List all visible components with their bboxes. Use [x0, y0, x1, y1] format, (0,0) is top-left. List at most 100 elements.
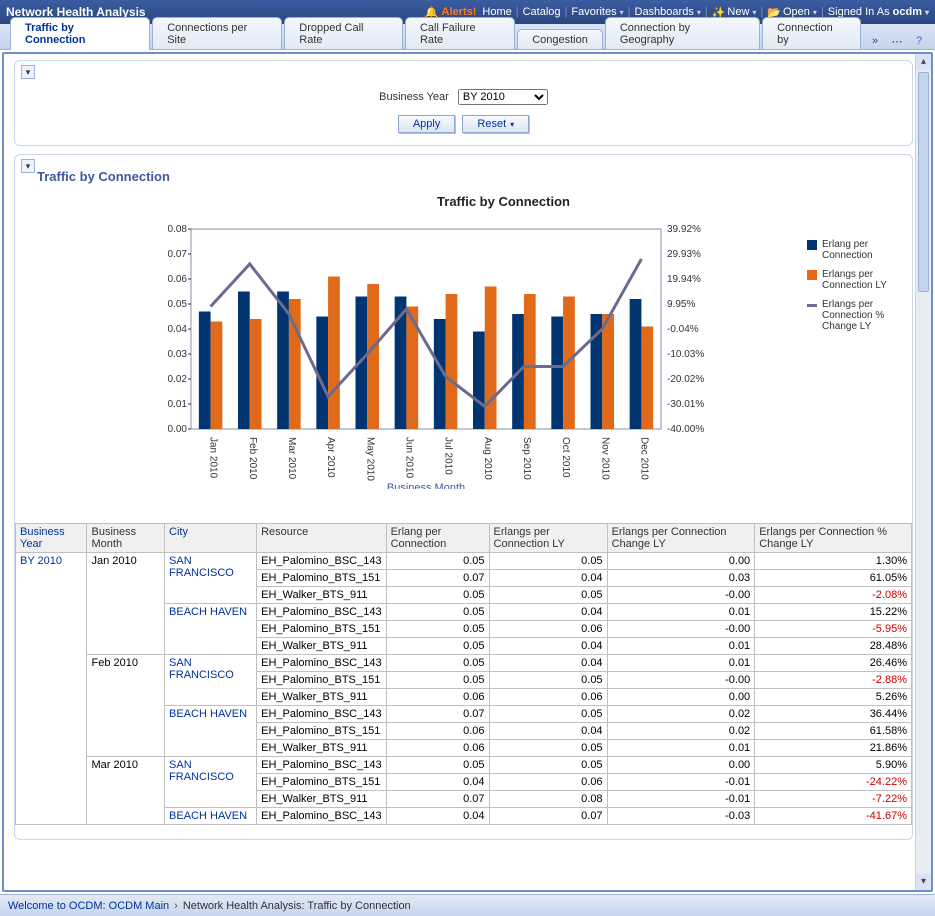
value-cell: 21.86%	[755, 740, 912, 757]
month-cell: Jan 2010	[87, 553, 165, 655]
svg-text:Jul 2010: Jul 2010	[443, 437, 454, 475]
value-cell: 0.02	[607, 723, 755, 740]
scroll-thumb[interactable]	[918, 72, 929, 292]
svg-text:0.07: 0.07	[168, 249, 188, 260]
scrollbar[interactable]: ▴ ▾	[915, 54, 931, 890]
city-link[interactable]: BEACH HAVEN	[169, 606, 247, 618]
svg-text:-40.00%: -40.00%	[667, 424, 704, 435]
tab-connection-by-geography[interactable]: Connection by Geography	[605, 17, 760, 50]
col-link[interactable]: City	[169, 526, 188, 538]
value-cell: 61.05%	[755, 570, 912, 587]
value-cell: -2.88%	[755, 672, 912, 689]
resource-cell: EH_Walker_BTS_911	[257, 587, 386, 604]
value-cell: 0.01	[607, 740, 755, 757]
svg-text:Mar 2010: Mar 2010	[286, 437, 297, 480]
value-cell: 0.05	[386, 757, 489, 774]
value-cell: 0.02	[607, 706, 755, 723]
resource-cell: EH_Palomino_BTS_151	[257, 570, 386, 587]
reset-button[interactable]: Reset	[462, 115, 529, 133]
column-header: Erlangs per Connection LY	[489, 524, 607, 553]
resource-cell: EH_Palomino_BTS_151	[257, 672, 386, 689]
value-cell: 0.06	[386, 740, 489, 757]
value-cell: 0.01	[607, 604, 755, 621]
breadcrumb-footer: Welcome to OCDM: OCDM Main › Network Hea…	[0, 894, 935, 916]
tab-connections-per-site[interactable]: Connections per Site	[152, 17, 282, 50]
table-row: Feb 2010SAN FRANCISCOEH_Palomino_BSC_143…	[16, 655, 912, 672]
value-cell: 0.04	[386, 774, 489, 791]
svg-text:-10.03%: -10.03%	[667, 349, 704, 360]
city-link[interactable]: SAN FRANCISCO	[169, 555, 234, 579]
page-options-icon[interactable]: ⋯	[889, 33, 905, 49]
value-cell: 15.22%	[755, 604, 912, 621]
column-header: Business Year	[16, 524, 87, 553]
value-cell: 0.05	[386, 604, 489, 621]
city-link[interactable]: BEACH HAVEN	[169, 708, 247, 720]
value-cell: -0.00	[607, 621, 755, 638]
help-icon[interactable]: ?	[911, 33, 927, 49]
column-header: Erlangs per Connection % Change LY	[755, 524, 912, 553]
value-cell: -2.08%	[755, 587, 912, 604]
city-link[interactable]: BEACH HAVEN	[169, 810, 247, 822]
crumb-home[interactable]: Welcome to OCDM: OCDM Main	[8, 900, 169, 912]
city-link[interactable]: SAN FRANCISCO	[169, 657, 234, 681]
city-link[interactable]: SAN FRANCISCO	[169, 759, 234, 783]
value-cell: 0.05	[489, 672, 607, 689]
svg-text:9.95%: 9.95%	[667, 299, 695, 310]
tab-call-failure-rate[interactable]: Call Failure Rate	[405, 17, 515, 50]
year-link[interactable]: BY 2010	[20, 555, 62, 567]
value-cell: 0.05	[386, 672, 489, 689]
tab-traffic-by-connection[interactable]: Traffic by Connection	[10, 17, 150, 50]
value-cell: 0.04	[489, 655, 607, 672]
svg-text:Oct 2010: Oct 2010	[560, 437, 571, 478]
tabs-overflow-icon[interactable]: »	[867, 33, 883, 49]
value-cell: 0.05	[386, 553, 489, 570]
resource-cell: EH_Walker_BTS_911	[257, 689, 386, 706]
value-cell: 0.06	[386, 689, 489, 706]
value-cell: -5.95%	[755, 621, 912, 638]
value-cell: 0.04	[489, 723, 607, 740]
resource-cell: EH_Palomino_BSC_143	[257, 706, 386, 723]
svg-text:Sep 2010: Sep 2010	[521, 437, 532, 480]
report-panel: ▾ Traffic by Connection Traffic by Conne…	[14, 154, 913, 840]
table-row: Mar 2010SAN FRANCISCOEH_Palomino_BSC_143…	[16, 757, 912, 774]
svg-text:Jun 2010: Jun 2010	[403, 437, 414, 479]
panel-toggle-icon[interactable]: ▾	[21, 159, 35, 173]
scroll-up[interactable]: ▴	[916, 54, 931, 70]
user-menu[interactable]: ocdm	[893, 6, 929, 18]
resource-cell: EH_Palomino_BSC_143	[257, 808, 386, 825]
chart-legend: Erlang per ConnectionErlangs per Connect…	[807, 209, 902, 340]
resource-cell: EH_Palomino_BTS_151	[257, 723, 386, 740]
svg-text:Feb 2010: Feb 2010	[247, 437, 258, 480]
col-link[interactable]: Business Year	[20, 526, 65, 550]
value-cell: -0.01	[607, 774, 755, 791]
value-cell: 0.07	[386, 570, 489, 587]
tab-congestion[interactable]: Congestion	[517, 29, 603, 50]
business-year-select[interactable]: BY 2010	[458, 89, 548, 105]
apply-button[interactable]: Apply	[398, 115, 456, 133]
value-cell: 0.08	[489, 791, 607, 808]
value-cell: 0.04	[386, 808, 489, 825]
value-cell: -0.01	[607, 791, 755, 808]
column-header: Erlang per Connection	[386, 524, 489, 553]
value-cell: 0.00	[607, 757, 755, 774]
value-cell: 0.06	[489, 774, 607, 791]
value-cell: 5.26%	[755, 689, 912, 706]
scroll-down[interactable]: ▾	[916, 874, 931, 890]
value-cell: -0.03	[607, 808, 755, 825]
value-cell: -0.00	[607, 672, 755, 689]
panel-toggle-icon[interactable]: ▾	[21, 65, 35, 79]
value-cell: 1.30%	[755, 553, 912, 570]
value-cell: 0.05	[489, 757, 607, 774]
resource-cell: EH_Palomino_BTS_151	[257, 621, 386, 638]
resource-cell: EH_Palomino_BSC_143	[257, 604, 386, 621]
value-cell: 0.06	[489, 621, 607, 638]
tab-bar: Traffic by ConnectionConnections per Sit…	[0, 24, 935, 50]
prompt-panel: ▾ Business Year BY 2010 Apply Reset	[14, 60, 913, 146]
tab-dropped-call-rate[interactable]: Dropped Call Rate	[284, 17, 403, 50]
value-cell: 0.01	[607, 655, 755, 672]
month-cell: Feb 2010	[87, 655, 165, 757]
svg-text:-20.02%: -20.02%	[667, 374, 704, 385]
nav-catalog[interactable]: Catalog	[523, 6, 561, 18]
tab-connection-by[interactable]: Connection by	[762, 17, 861, 50]
value-cell: 0.05	[489, 706, 607, 723]
